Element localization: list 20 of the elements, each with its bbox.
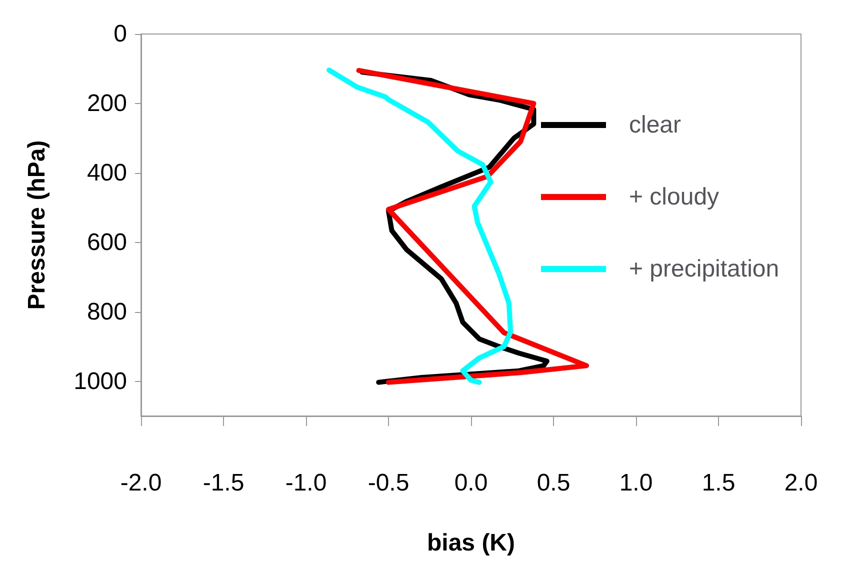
x-tick-label: -1.0 xyxy=(285,470,327,496)
legend-label: + cloudy xyxy=(629,184,720,210)
y-tick-label: 200 xyxy=(86,90,127,117)
x-tick-label: -0.5 xyxy=(368,470,410,496)
x-tick-label: 1.5 xyxy=(702,470,736,496)
x-tick-label: 0.5 xyxy=(536,470,570,496)
y-tick-label: 400 xyxy=(86,159,127,186)
y-tick-label: 0 xyxy=(114,20,127,48)
x-tick-label: 1.0 xyxy=(619,470,653,496)
y-tick-label: 600 xyxy=(86,228,127,256)
x-tick-label: 0.0 xyxy=(454,470,488,496)
x-axis-title: bias (K) xyxy=(426,530,516,556)
y-tick-label: 1000 xyxy=(74,368,127,395)
x-tick-label: -1.5 xyxy=(202,470,244,496)
legend-label: + precipitation xyxy=(629,256,780,282)
y-tick-label: 800 xyxy=(86,298,127,326)
x-tick-label: 2.0 xyxy=(784,470,818,496)
x-tick-label: -2.0 xyxy=(120,470,162,496)
legend-label: clear xyxy=(629,112,682,138)
y-axis-title: Pressure (hPa) xyxy=(24,140,50,310)
